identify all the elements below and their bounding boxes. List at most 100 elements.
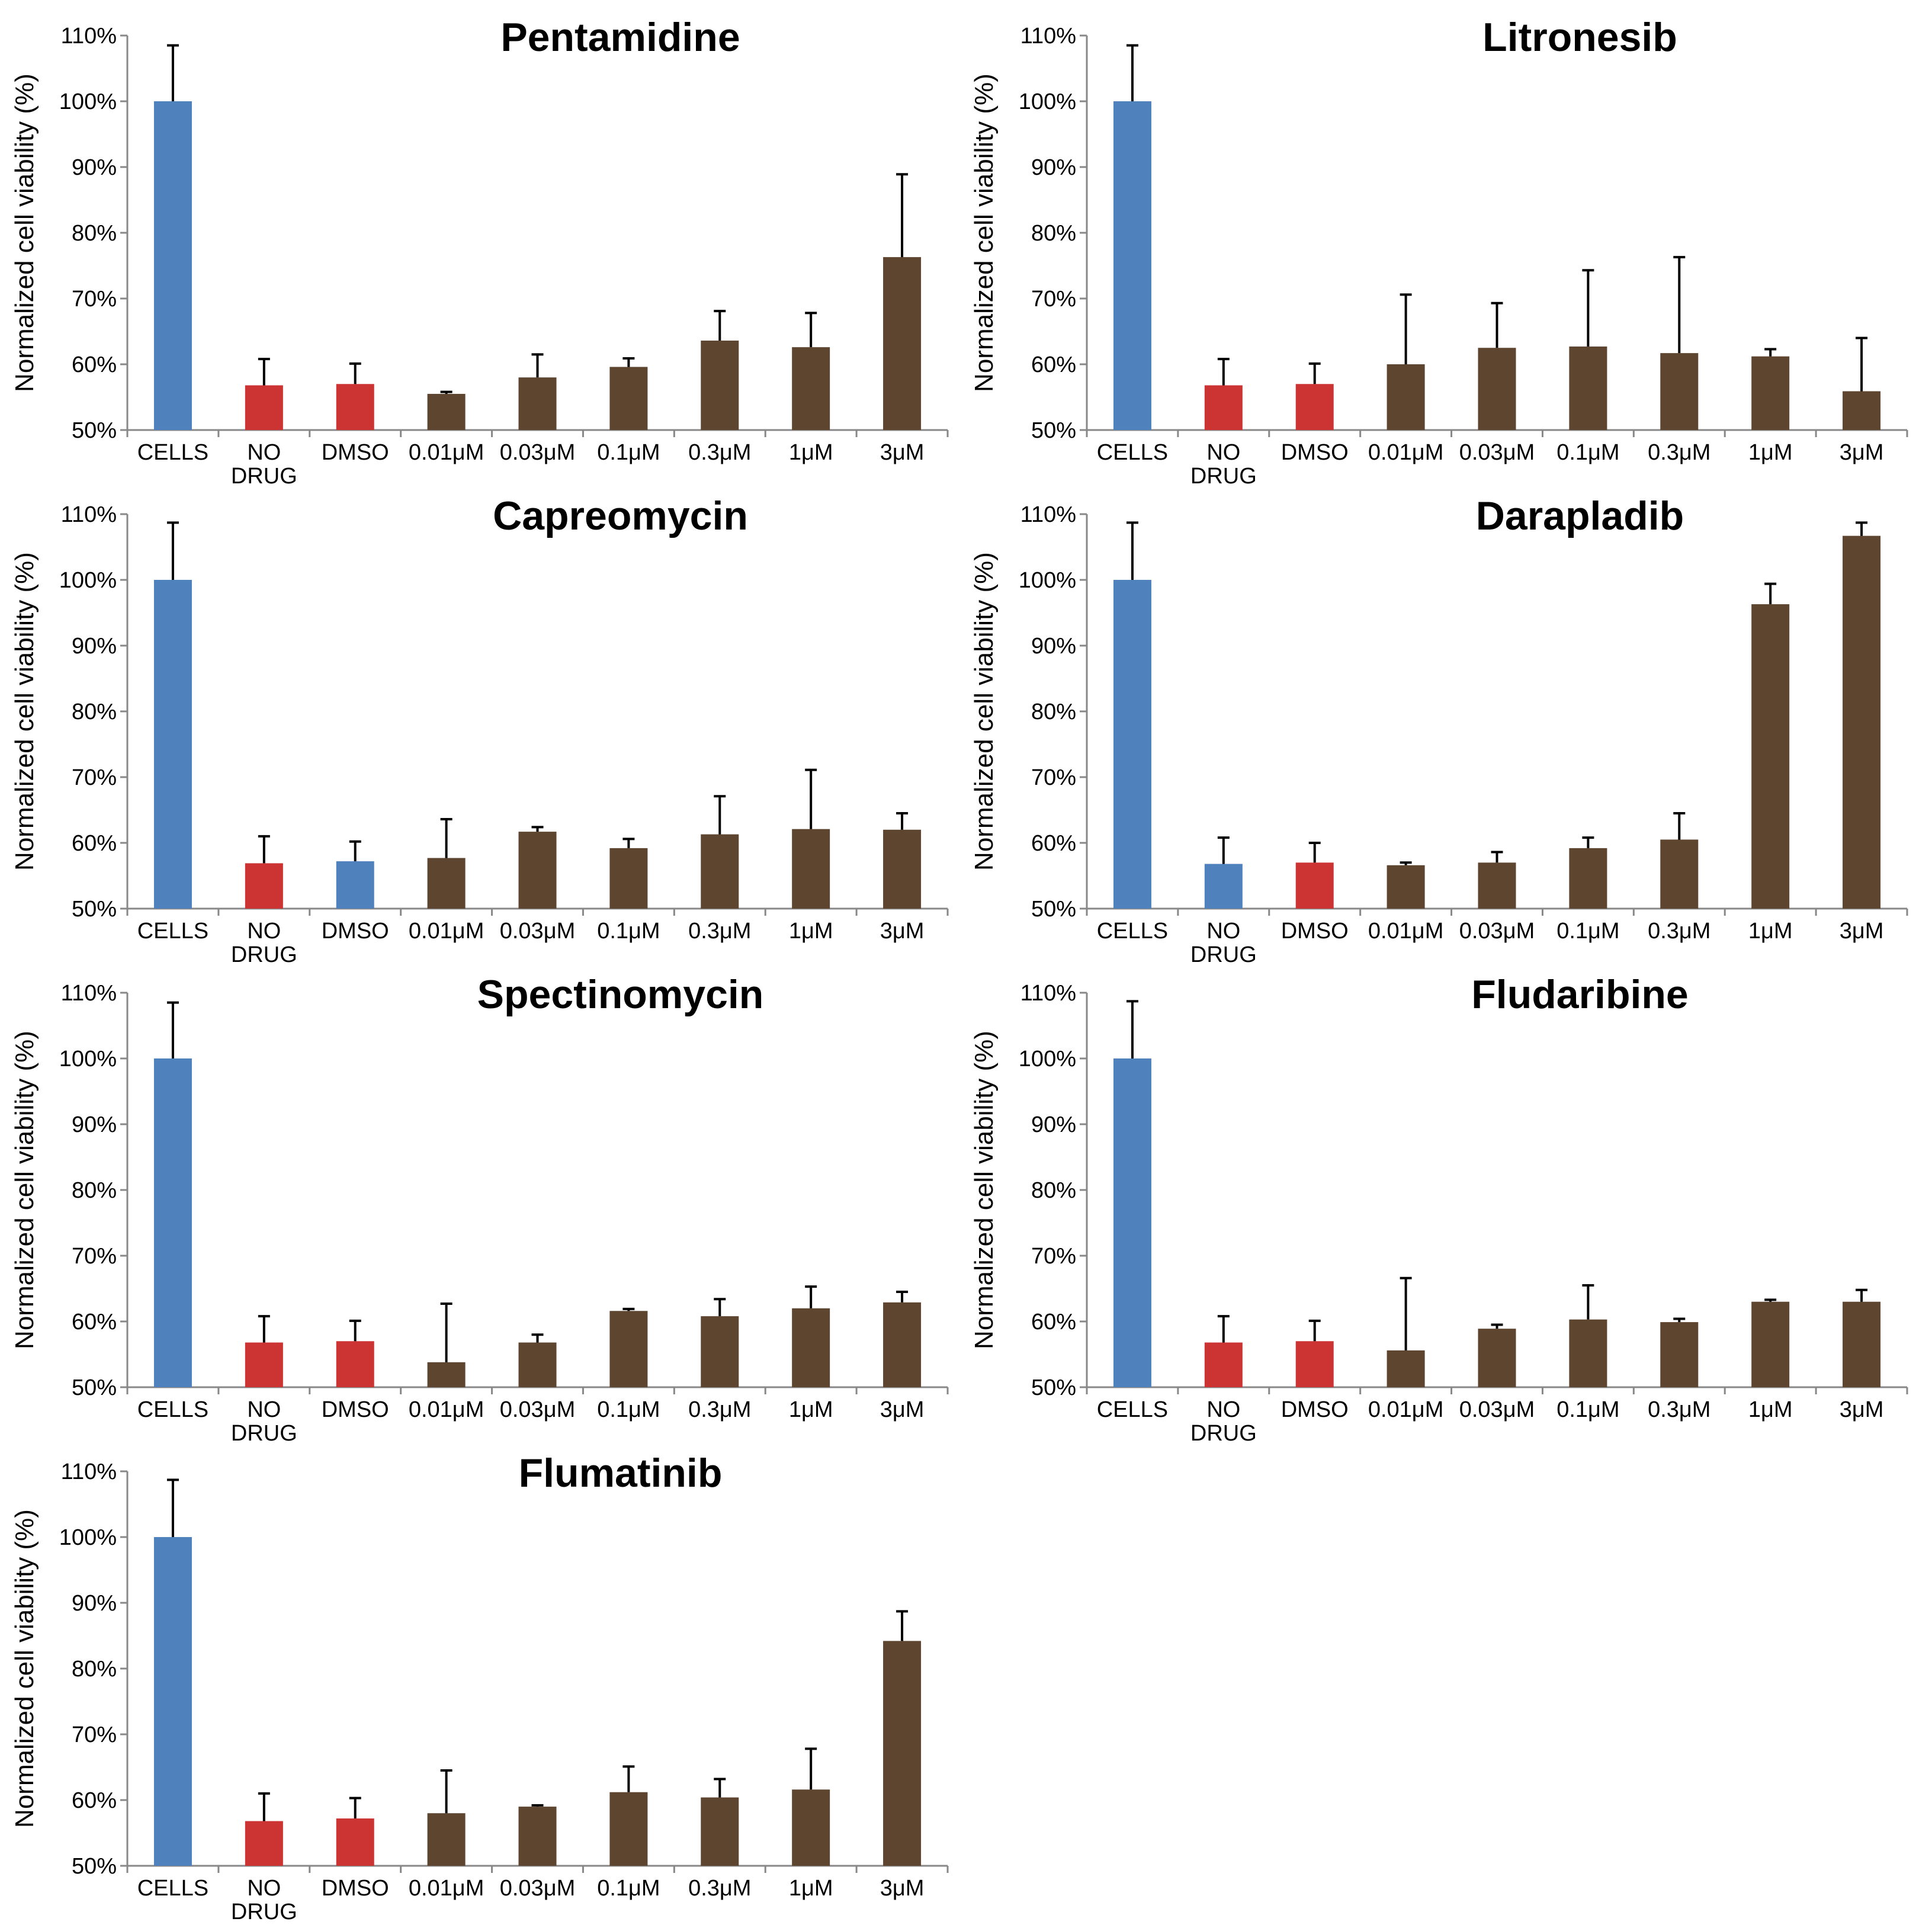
bar-1 (1204, 1342, 1243, 1387)
x-tick-label: 0.1μM (1556, 440, 1619, 465)
x-tick-label: 1μM (789, 1876, 833, 1901)
bar-0 (153, 580, 192, 909)
x-tick-label: NO (247, 919, 281, 944)
y-tick-label: 110% (1020, 502, 1076, 527)
bar-3 (427, 858, 466, 909)
bar-0 (153, 1058, 192, 1387)
x-tick-label: 3μM (1840, 440, 1884, 465)
y-tick-label: 50% (72, 897, 117, 922)
bar-6 (1660, 353, 1699, 430)
bar-7 (792, 1789, 830, 1866)
x-tick-label: 1μM (1748, 1397, 1793, 1422)
x-tick-label: 1μM (789, 440, 833, 465)
x-tick-label: 0.03μM (500, 1397, 576, 1422)
x-tick-label: CELLS (137, 919, 208, 944)
x-tick-label: DRUG (231, 1900, 297, 1924)
x-tick-label: 0.1μM (597, 919, 660, 944)
x-tick-label: DRUG (231, 1421, 297, 1446)
bar-6 (701, 834, 739, 909)
y-axis-label: Normalized cell viability (%) (10, 1031, 39, 1349)
chart-panel-pentamidine: Pentamidine Normalized cell viability (%)… (10, 15, 949, 489)
x-tick-label: 3μM (880, 1397, 925, 1422)
x-tick-label: 0.03μM (1459, 919, 1535, 944)
y-tick-label: 60% (72, 1310, 117, 1334)
x-tick-label: CELLS (137, 1876, 208, 1901)
bar-3 (1387, 865, 1425, 909)
bar-8 (883, 1641, 922, 1866)
y-tick-label: 60% (72, 1788, 117, 1813)
bar-8 (1843, 535, 1881, 909)
bar-0 (153, 101, 192, 430)
chart-title: Pentamidine (500, 15, 740, 60)
y-tick-label: 80% (1031, 221, 1076, 246)
x-tick-label: 0.1μM (597, 1397, 660, 1422)
x-tick-label: 0.01μM (409, 919, 484, 944)
bar-1 (245, 1821, 283, 1866)
bar-8 (883, 257, 922, 430)
y-axis-label: Normalized cell viability (%) (10, 1509, 39, 1828)
chart-panel-litronesib: Litronesib Normalized cell viability (%) 5… (970, 15, 1908, 489)
x-tick-label: DRUG (231, 464, 297, 489)
bar-5 (609, 367, 648, 430)
x-tick-label: 0.03μM (500, 440, 576, 465)
bar-8 (1843, 1301, 1881, 1387)
chart-panel-fludaribine: Fludaribine Normalized cell viability (%)… (970, 972, 1908, 1446)
x-tick-label: DMSO (322, 1397, 389, 1422)
x-tick-label: 3μM (880, 440, 925, 465)
chart-title: Litronesib (1482, 15, 1677, 60)
x-tick-label: 0.01μM (1368, 919, 1444, 944)
x-tick-label: 0.3μM (1648, 1397, 1710, 1422)
chart-title: Flumatinib (519, 1451, 723, 1496)
y-tick-label: 50% (1031, 1375, 1076, 1400)
y-axis-label: Normalized cell viability (%) (970, 1031, 999, 1349)
x-tick-label: DMSO (1281, 919, 1349, 944)
bar-4 (1478, 862, 1516, 909)
bar-1 (1204, 385, 1243, 430)
bar-6 (1660, 1322, 1699, 1387)
y-tick-label: 90% (72, 634, 117, 659)
y-tick-label: 70% (72, 287, 117, 312)
bar-1 (245, 385, 283, 430)
bar-2 (336, 1341, 374, 1387)
bar-1 (245, 863, 283, 909)
bar-6 (701, 1797, 739, 1866)
bar-7 (1751, 356, 1790, 430)
y-tick-label: 70% (1031, 1244, 1076, 1269)
bar-2 (336, 861, 374, 909)
x-tick-label: DMSO (322, 440, 389, 465)
chart-panel-capreomycin: Capreomycin Normalized cell viability (%)… (10, 493, 949, 967)
bar-4 (518, 832, 557, 909)
bar-8 (1843, 391, 1881, 430)
chart-title: Fludaribine (1471, 972, 1688, 1017)
y-tick-label: 100% (59, 1525, 117, 1550)
x-tick-label: CELLS (137, 1397, 208, 1422)
x-tick-label: DMSO (1281, 1397, 1349, 1422)
y-tick-label: 70% (72, 1244, 117, 1269)
x-tick-label: 0.3μM (688, 919, 751, 944)
y-tick-label: 110% (1020, 981, 1076, 1006)
y-axis-label: Normalized cell viability (%) (10, 73, 39, 392)
y-tick-label: 70% (72, 1722, 117, 1747)
bar-3 (427, 1362, 466, 1387)
y-tick-label: 110% (61, 502, 117, 527)
y-tick-label: 100% (1019, 89, 1076, 114)
y-axis-label: Normalized cell viability (%) (970, 73, 999, 392)
y-tick-label: 100% (59, 1047, 117, 1072)
x-tick-label: 1μM (789, 1397, 833, 1422)
bar-0 (1113, 580, 1151, 909)
y-tick-label: 100% (1019, 568, 1076, 593)
bar-4 (1478, 1329, 1516, 1387)
y-axis-label: Normalized cell viability (%) (10, 552, 39, 871)
x-tick-label: NO (1206, 1397, 1240, 1422)
bar-4 (518, 377, 557, 430)
x-tick-label: 1μM (789, 919, 833, 944)
y-tick-label: 110% (1020, 24, 1076, 49)
x-tick-label: 0.1μM (597, 440, 660, 465)
bar-5 (1569, 1319, 1607, 1387)
chart-panel-flumatinib: Flumatinib Normalized cell viability (%) 5… (10, 1451, 949, 1924)
y-tick-label: 90% (72, 155, 117, 180)
bar-3 (1387, 364, 1425, 430)
bar-2 (1295, 384, 1334, 430)
x-tick-label: 0.3μM (1648, 440, 1710, 465)
